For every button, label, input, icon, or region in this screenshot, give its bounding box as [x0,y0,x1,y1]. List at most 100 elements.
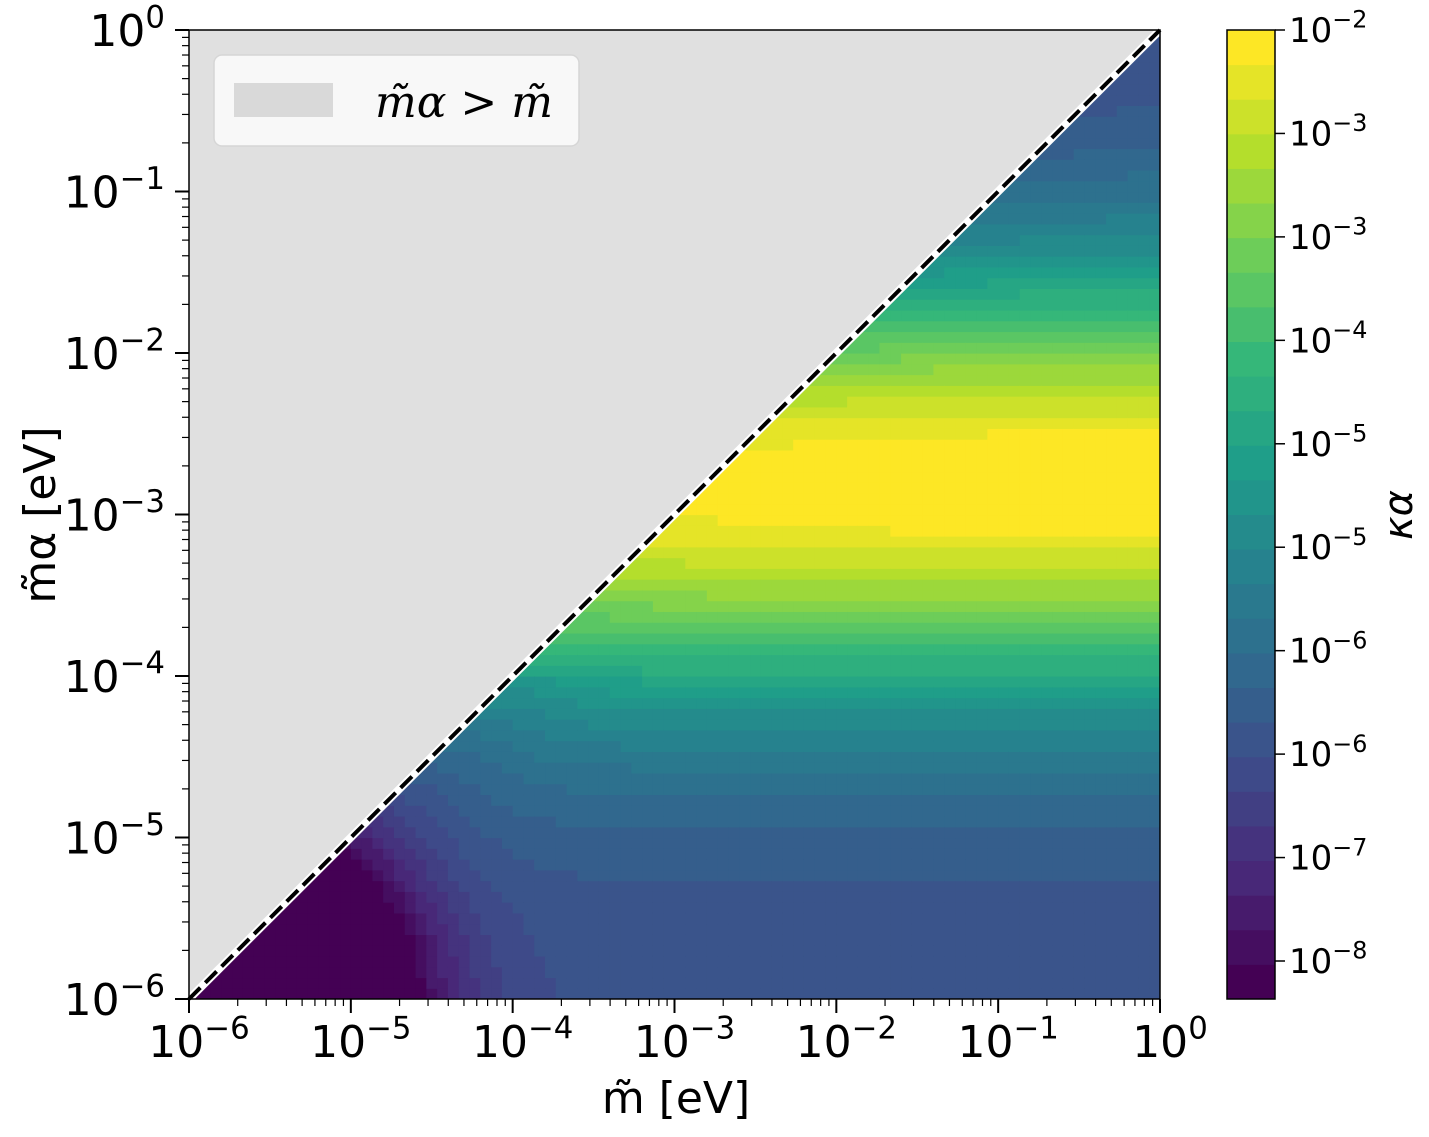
heatmap-cell [652,654,665,666]
heatmap-cell [955,234,967,246]
heatmap-cell [1149,546,1160,559]
heatmap-cell [922,762,935,774]
heatmap-cell [944,826,956,839]
heatmap-cell [890,557,902,569]
heatmap-cell [901,363,913,376]
heatmap-cell [1106,148,1118,160]
x-tick-label: 10−3 [634,1011,735,1068]
heatmap-cell [1095,751,1107,763]
heatmap-cell [944,988,956,999]
heatmap-cell [1106,536,1118,548]
y-tick-label: 10−3 [64,484,165,541]
heatmap-cell [857,492,870,505]
heatmap-cell [1052,869,1064,882]
heatmap-cell [793,945,805,957]
heatmap-cell [965,977,978,989]
heatmap-cell [1073,815,1086,828]
heatmap-cell [1149,525,1160,537]
heatmap-cell [685,912,697,925]
heatmap-cell [393,902,406,914]
heatmap-cell [1073,805,1086,817]
heatmap-cell [1008,256,1021,268]
heatmap-cell [1127,94,1140,106]
heatmap-cell [782,536,794,548]
heatmap-cell [933,880,945,892]
heatmap-cell [965,385,978,397]
heatmap-cell [1084,815,1096,828]
heatmap-cell [944,643,956,656]
heatmap-cell [372,848,384,860]
heatmap-cell [1127,223,1140,236]
heatmap-cell [1127,428,1140,440]
heatmap-cell [1073,826,1086,839]
heatmap-cell [750,729,762,742]
heatmap-cell [609,902,622,914]
heatmap-cell [652,859,665,871]
heatmap-cell [1062,880,1075,892]
heatmap-cell [717,632,730,645]
heatmap-cell [717,826,730,839]
y-axis-title: m̃α [eV] [15,426,66,603]
heatmap-cell [976,600,988,612]
heatmap-cell [857,805,870,817]
heatmap-cell [814,546,827,559]
heatmap-cell [1030,557,1042,569]
heatmap-cell [825,923,837,935]
heatmap-cell [890,643,902,656]
heatmap-cell [857,794,870,806]
heatmap-cell [771,891,783,903]
heatmap-cell [739,632,751,645]
heatmap-cell [501,966,514,979]
heatmap-cell [1095,148,1107,160]
heatmap-cell [1116,923,1129,935]
heatmap-cell [868,923,881,935]
heatmap-cell [663,869,676,882]
heatmap-cell [1030,568,1042,580]
heatmap-cell [901,492,913,505]
heatmap-cell [825,708,837,720]
heatmap-cell [1116,299,1129,311]
heatmap-cell [857,589,870,602]
heatmap-cell [976,643,988,656]
heatmap-cell [404,826,417,839]
heatmap-cell [1149,180,1160,193]
heatmap-cell [868,600,881,612]
heatmap-cell [545,665,557,677]
heatmap-cell [1084,374,1096,386]
heatmap-cell [890,815,902,828]
heatmap-cell [836,417,848,429]
heatmap-cell [857,934,870,946]
heatmap-cell [1084,697,1096,709]
heatmap-cell [1019,837,1032,849]
heatmap-cell [922,945,935,957]
heatmap-cell [1041,719,1053,731]
heatmap-cell [1106,137,1118,150]
heatmap-cell [437,805,449,817]
heatmap-cell [814,719,827,731]
heatmap-cell [415,912,427,925]
heatmap-cell [728,546,740,559]
heatmap-cell [1095,417,1107,429]
heatmap-cell [383,977,395,989]
heatmap-cell [491,708,503,720]
heatmap-cell [857,729,870,742]
colorbar-band [1227,791,1275,827]
heatmap-cell [901,665,913,677]
heatmap-cell [1106,245,1118,257]
heatmap-cell [642,589,654,602]
heatmap-cell [890,826,902,839]
heatmap-cell [976,406,988,419]
heatmap-cell [1073,902,1086,914]
heatmap-cell [609,751,622,763]
heatmap-cell [933,600,945,612]
heatmap-cell [901,600,913,612]
heatmap-cell [879,492,891,505]
heatmap-cell [890,654,902,666]
heatmap-cell [750,783,762,796]
heatmap-cell [437,891,449,903]
heatmap-cell [1019,912,1032,925]
heatmap-cell [739,611,751,623]
heatmap-cell [620,934,632,946]
heatmap-cell [1073,223,1086,236]
heatmap-cell [1116,869,1129,882]
